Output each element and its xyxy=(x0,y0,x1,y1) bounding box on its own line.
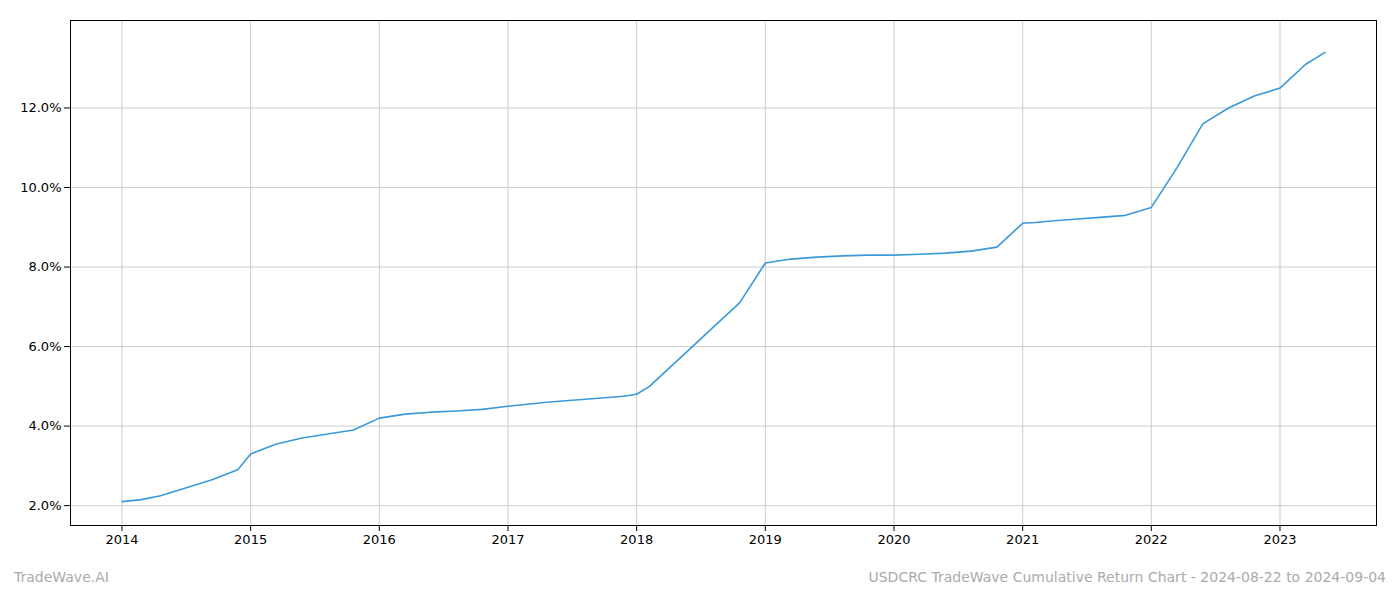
svg-text:6.0%: 6.0% xyxy=(28,339,61,354)
svg-text:2015: 2015 xyxy=(234,532,267,547)
svg-text:8.0%: 8.0% xyxy=(28,259,61,274)
svg-text:2018: 2018 xyxy=(620,532,653,547)
svg-text:2017: 2017 xyxy=(491,532,524,547)
svg-text:2019: 2019 xyxy=(749,532,782,547)
svg-text:2020: 2020 xyxy=(877,532,910,547)
svg-text:2023: 2023 xyxy=(1263,532,1296,547)
svg-text:4.0%: 4.0% xyxy=(28,418,61,433)
svg-text:2.0%: 2.0% xyxy=(28,498,61,513)
svg-text:12.0%: 12.0% xyxy=(20,100,61,115)
html-text:TradeWave.AI: TradeWave.AI xyxy=(14,569,109,585)
svg-text:2014: 2014 xyxy=(105,532,138,547)
svg-text:2016: 2016 xyxy=(363,532,396,547)
html-text:USDCRC TradeWave Cumulative Re: USDCRC TradeWave Cumulative Return Chart… xyxy=(868,569,1386,585)
svg-text:2022: 2022 xyxy=(1135,532,1168,547)
svg-text:2021: 2021 xyxy=(1006,532,1039,547)
svg-text:10.0%: 10.0% xyxy=(20,180,61,195)
